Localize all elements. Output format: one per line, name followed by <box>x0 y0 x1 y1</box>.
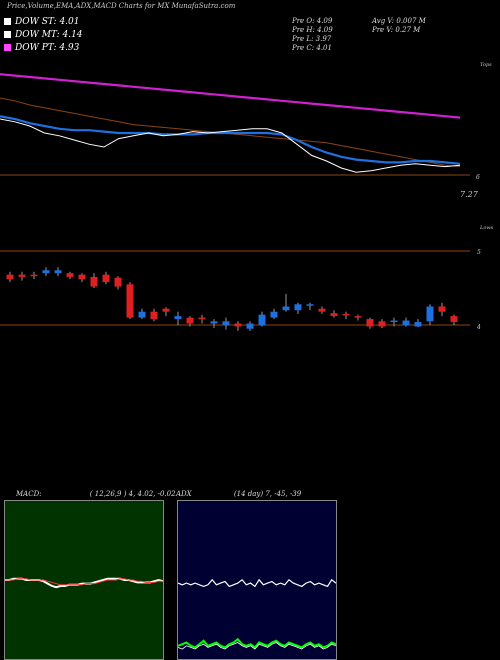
candle-body <box>174 316 182 320</box>
stat-volume: Pre V: 0.27 M <box>372 26 421 34</box>
legend-swatch-st <box>4 18 11 25</box>
candle-body <box>258 314 266 325</box>
candle-body <box>330 313 338 317</box>
candle-body <box>102 274 110 283</box>
candle-body <box>342 313 350 316</box>
adx-minus-di-line <box>178 642 336 650</box>
price-chart: Tops Lows 6 7.27 5 4 <box>0 62 494 331</box>
candle-body <box>18 274 26 277</box>
candle-body <box>414 322 422 327</box>
adx-plus-di-line <box>178 637 336 649</box>
candle-body <box>198 317 206 320</box>
ema-fast-line <box>0 115 461 165</box>
candle-body <box>66 273 74 277</box>
macd-panel <box>4 500 164 660</box>
candle-body <box>138 311 146 318</box>
legend-swatch-pt <box>4 44 11 51</box>
candle-body <box>390 320 398 323</box>
ema-lines <box>0 73 461 173</box>
candle-body <box>378 321 386 327</box>
candle-body <box>234 323 242 327</box>
candle-body <box>114 277 122 287</box>
candle-body <box>426 306 434 322</box>
candle-body <box>306 304 314 306</box>
adx-background <box>178 501 336 659</box>
candle-body <box>6 274 14 280</box>
label-ema-value: 7.27 <box>460 190 479 199</box>
legend-dow-mt: DOW MT: 4.14 <box>4 30 83 40</box>
stat-close: Pre C: 4.01 <box>292 44 332 52</box>
macd-signal-line <box>5 578 163 586</box>
candle-body <box>246 323 254 329</box>
candle-body <box>30 274 38 277</box>
legend-dow-st: DOW ST: 4.01 <box>4 17 80 27</box>
adx-panel <box>177 500 337 660</box>
candle-body <box>162 308 170 312</box>
candle-body <box>282 306 290 311</box>
label-ema-level: 6 <box>476 174 480 181</box>
candle-body <box>90 276 98 287</box>
legend-swatch-mt <box>4 31 11 38</box>
stat-avg-volume: Avg V: 0.007 M <box>372 17 426 25</box>
candle-body <box>354 316 362 318</box>
candle-body <box>318 308 326 312</box>
adx-title: ADX (14 day) 7, -45, -39 <box>176 490 302 498</box>
candle-body <box>270 311 278 318</box>
label-price-lo: 4 <box>476 324 481 331</box>
label-price-hi: 5 <box>477 249 481 256</box>
chart-title: Price,Volume,EMA,ADX,MACD Charts for MX … <box>7 2 236 10</box>
candle-body <box>294 304 302 311</box>
candle-body <box>402 320 410 325</box>
candle-body <box>450 316 458 323</box>
candles <box>6 267 458 331</box>
candle-body <box>42 270 50 274</box>
candle-body <box>186 317 194 324</box>
label-tops: Tops <box>480 62 492 68</box>
candle-body <box>210 321 218 324</box>
candle-body <box>150 311 158 320</box>
candle-body <box>78 274 86 280</box>
candle-body <box>438 306 446 312</box>
ema-price-line <box>0 118 461 173</box>
macd-title: MACD: ( 12,26,9 ) 4, 4.02, -0.02 <box>16 490 176 498</box>
ema-long-line <box>0 73 461 119</box>
legend-dow-pt: DOW PT: 4.93 <box>4 43 79 53</box>
candle-body <box>54 270 62 274</box>
stat-open: Pre O: 4.09 <box>292 17 333 25</box>
candle-body <box>222 321 230 325</box>
stat-high: Pre H: 4.09 <box>292 26 333 34</box>
stat-low: Pre L: 3.97 <box>292 35 332 43</box>
label-lows: Lows <box>479 225 494 231</box>
candle-body <box>366 319 374 327</box>
candle-body <box>126 284 134 318</box>
adx-line <box>178 578 336 588</box>
